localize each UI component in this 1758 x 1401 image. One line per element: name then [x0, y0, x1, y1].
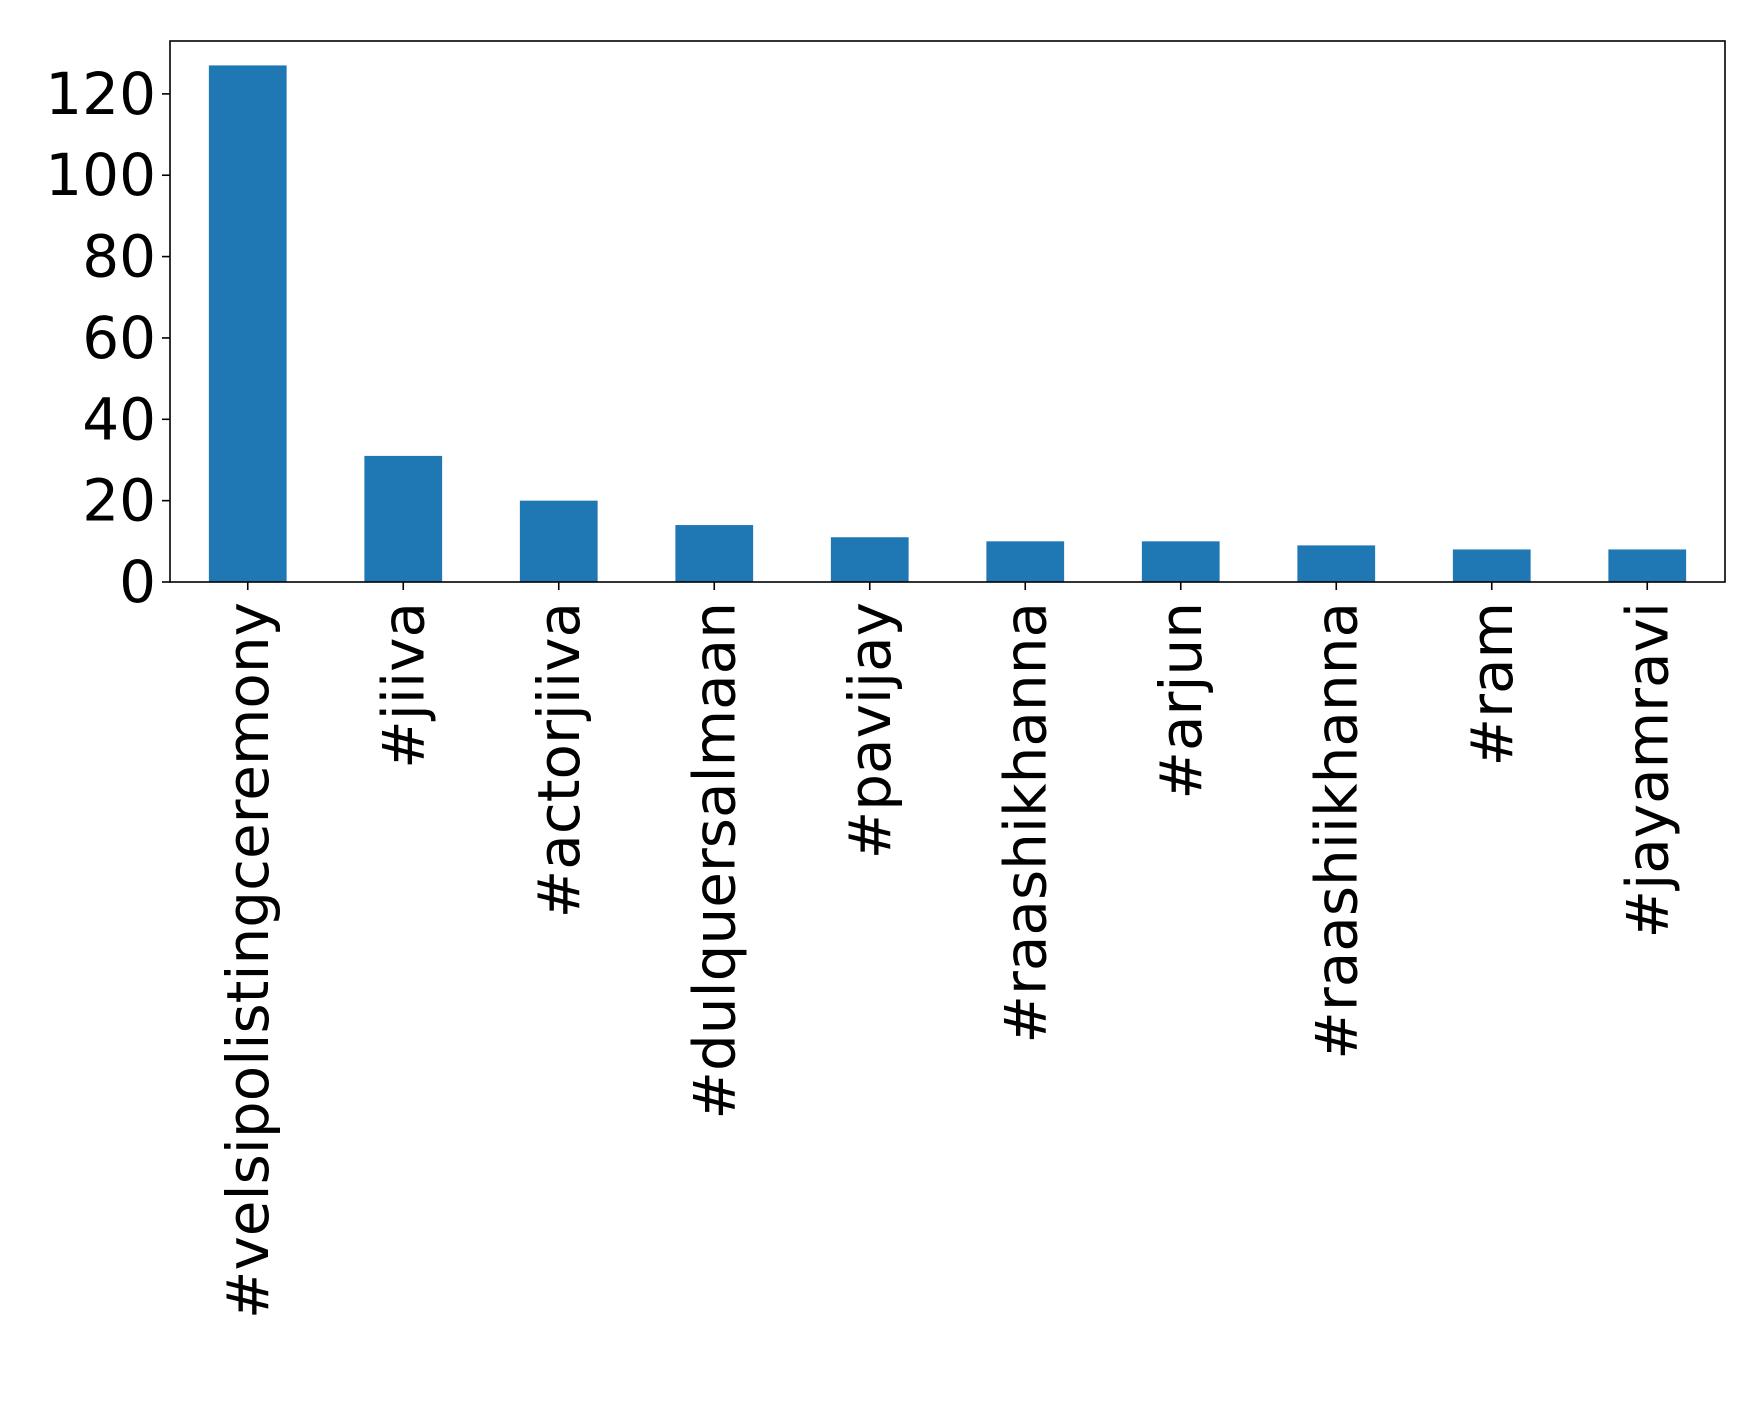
x-tick-label: #pavijay: [836, 602, 904, 859]
y-tick-label: 120: [45, 60, 156, 128]
y-axis: 0 20 40 60 80 100 120: [45, 60, 170, 616]
x-axis: #velsipolistingceremony #jiiva #actorjiiva…: [214, 582, 1681, 1319]
x-tick-label: #velsipolistingceremony: [214, 602, 282, 1319]
plot-frame: [169, 40, 1726, 583]
x-tick-label: #arjun: [1147, 602, 1215, 800]
y-tick-label: 0: [119, 548, 156, 616]
x-tick-label: #actorjiiva: [525, 602, 593, 918]
y-tick-label: 60: [82, 304, 156, 372]
bar: [1608, 549, 1687, 582]
bar: [519, 500, 598, 582]
bar: [1141, 541, 1220, 582]
x-tick-label: #dulquersalmaan: [680, 602, 748, 1120]
x-tick-label: #raashiikhanna: [1302, 602, 1370, 1060]
x-tick-label: #raashikhanna: [991, 602, 1059, 1044]
bar: [830, 537, 909, 582]
y-tick-label: 80: [82, 223, 156, 291]
bar: [986, 541, 1065, 582]
x-tick-label: #jiiva: [369, 602, 437, 769]
bar: [364, 455, 443, 582]
y-tick-label: 40: [82, 385, 156, 453]
bar: [1297, 545, 1376, 582]
y-tick-label: 20: [82, 467, 156, 535]
bar: [675, 525, 754, 582]
x-tick-label: #ram: [1458, 602, 1526, 766]
x-tick-label: #jayamravi: [1613, 602, 1681, 938]
bar: [1452, 549, 1531, 582]
bar: [208, 65, 287, 583]
bars-group: [208, 65, 1687, 583]
y-tick-label: 100: [45, 141, 156, 209]
